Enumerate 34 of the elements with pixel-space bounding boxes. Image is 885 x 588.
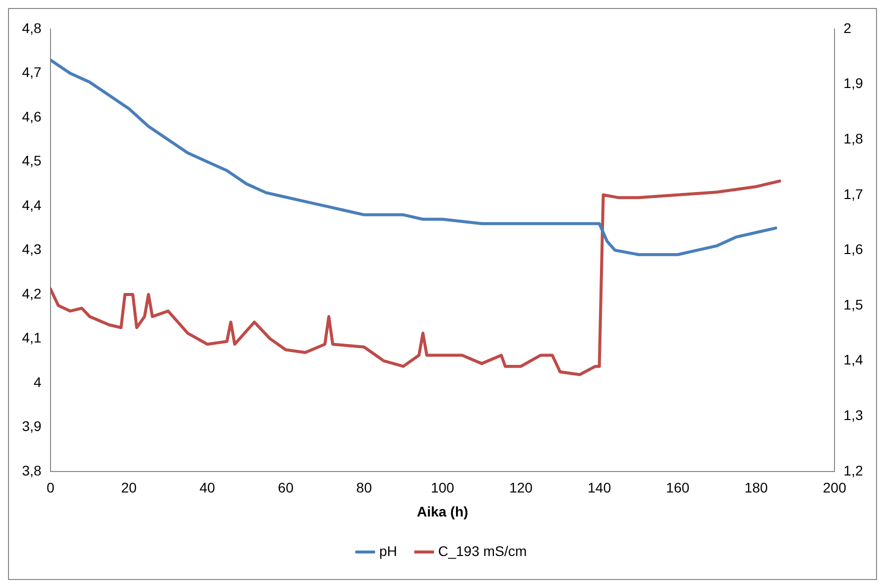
- y2-tick-label: 2: [844, 20, 852, 36]
- x-tick-label: 100: [430, 480, 454, 496]
- y-tick-label: 4: [34, 374, 42, 390]
- legend-label: C_193 mS/cm: [438, 542, 527, 559]
- legend-label: pH: [379, 542, 398, 559]
- x-tick-label: 20: [121, 480, 137, 496]
- x-tick-label: 80: [356, 480, 372, 496]
- x-tick-label: 200: [822, 480, 846, 496]
- x-axis-title: Aika (h): [416, 503, 468, 520]
- y-tick-label: 4,4: [22, 196, 42, 213]
- y-tick-label: 4,6: [22, 108, 42, 124]
- x-tick-label: 140: [588, 480, 612, 496]
- x-tick-label: 40: [199, 480, 216, 496]
- x-tick-label: 120: [509, 480, 533, 496]
- y2-tick-label: 1,2: [844, 462, 864, 478]
- x-tick-label: 180: [744, 480, 768, 496]
- y2-tick-label: 1,6: [844, 241, 864, 258]
- y2-tick-label: 1,3: [844, 406, 864, 423]
- y2-tick-label: 1,8: [844, 130, 864, 146]
- x-tick-label: 0: [46, 480, 55, 496]
- y-tick-label: 4,3: [22, 241, 42, 258]
- y2-tick-label: 1,9: [844, 75, 864, 92]
- x-tick-label: 60: [278, 480, 294, 496]
- x-tick-label: 160: [666, 480, 690, 496]
- y-tick-label: 4,2: [22, 285, 42, 302]
- y-tick-label: 4,5: [22, 152, 42, 169]
- y2-tick-label: 1,4: [844, 352, 864, 368]
- y-tick-label: 4,1: [22, 330, 42, 346]
- y-tick-label: 4,7: [22, 64, 42, 80]
- y2-tick-label: 1,7: [844, 186, 864, 202]
- y2-tick-label: 1,5: [844, 296, 864, 312]
- y-tick-label: 4,8: [22, 20, 42, 36]
- y-tick-label: 3,9: [22, 418, 42, 434]
- y-tick-label: 3,8: [22, 462, 42, 478]
